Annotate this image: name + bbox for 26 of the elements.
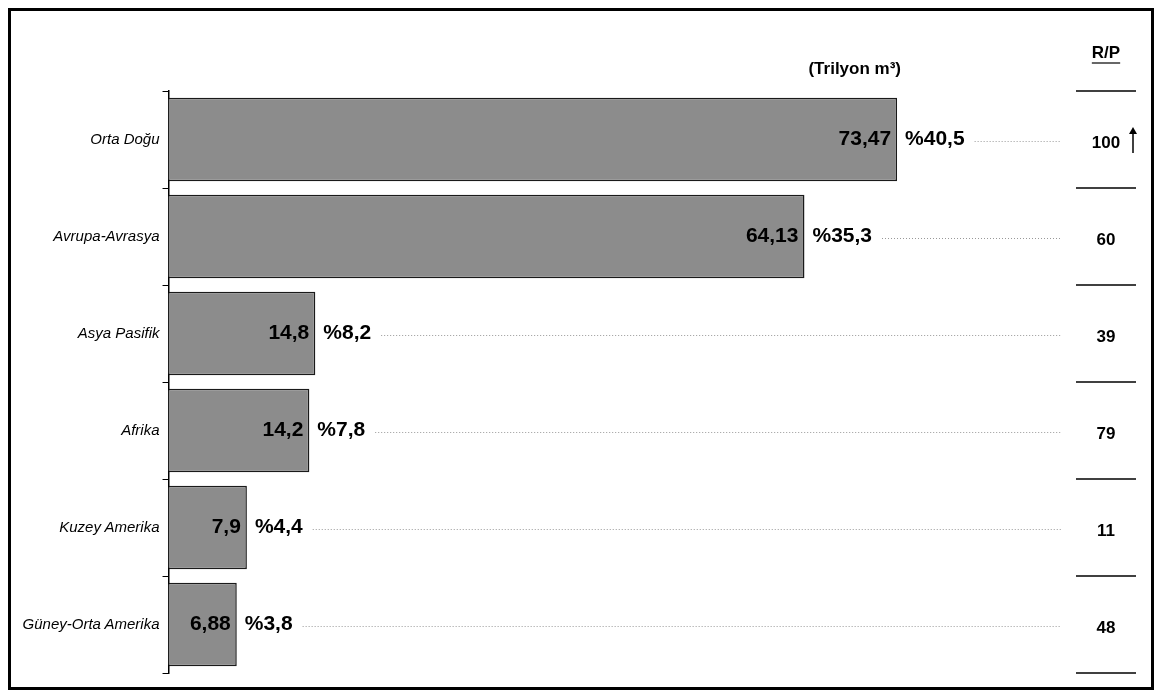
annotation: %8,2	[323, 320, 372, 344]
text: 48	[1096, 618, 1116, 638]
data-label: 6,88	[189, 611, 232, 635]
y-tick-label: Avrupa-Avrasya	[52, 226, 160, 244]
data-label: 14,2	[262, 417, 304, 441]
y-tick-label: Orta Doğu	[90, 129, 161, 147]
y-tick-label: Kuzey Amerika	[59, 517, 160, 535]
text: 11	[1097, 521, 1115, 541]
annotation: %35,3	[812, 223, 873, 247]
annotation: %4,4	[254, 514, 304, 538]
data-label: 14,8	[268, 320, 310, 344]
annotation: %7,8	[317, 417, 366, 441]
annotation: %40,5	[905, 126, 965, 150]
data-label: 64,13	[745, 223, 799, 247]
text: 39	[1096, 327, 1116, 347]
data-label: 7,9	[211, 514, 241, 538]
text: 79	[1096, 424, 1116, 444]
text: 60	[1096, 230, 1116, 250]
y-tick-label: Güney-Orta Amerika	[22, 614, 160, 632]
y2-axis-title: R/P	[1091, 42, 1121, 62]
y-tick-label: Asya Pasifik	[76, 323, 162, 341]
data-label: 73,47	[838, 126, 892, 150]
annotation: %3,8	[244, 611, 293, 635]
text: 100	[1091, 133, 1121, 153]
y-tick-label: Afrika	[120, 420, 160, 438]
x-axis-title: (Trilyon m³)	[808, 58, 901, 78]
